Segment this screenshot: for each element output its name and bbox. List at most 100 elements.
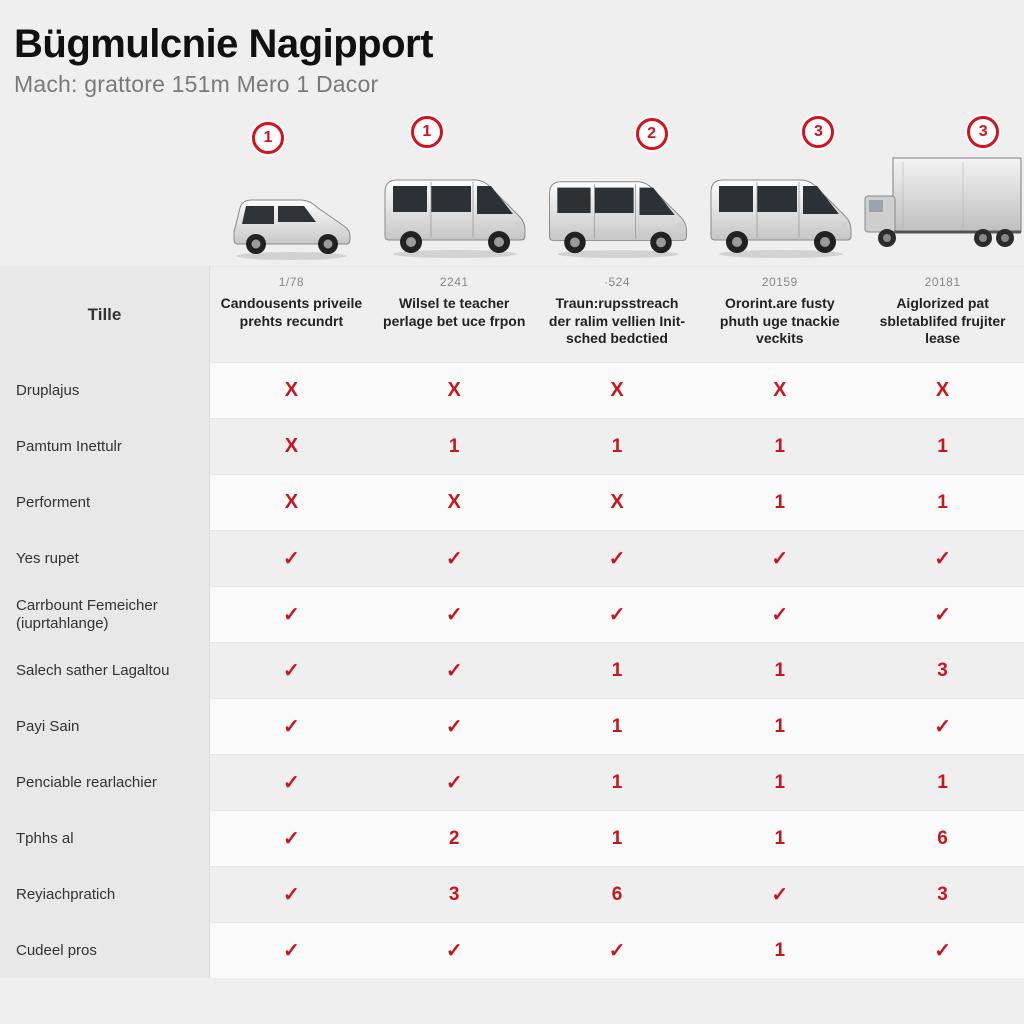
vehicle-year: 2241 xyxy=(440,275,469,289)
table-cell: ✓ xyxy=(861,587,1024,642)
row-label: Performent xyxy=(0,475,210,530)
table-row: Cudeel pros✓✓✓1✓ xyxy=(0,922,1024,978)
table-cell: 1 xyxy=(698,419,861,474)
table-cell: X xyxy=(373,363,536,418)
vehicle-badge: 2 xyxy=(636,118,668,150)
vehicle-desc: Traun:rupsstreach der ralim vellien Init… xyxy=(546,295,689,348)
vehicle-year: ·524 xyxy=(604,275,630,289)
vehicle-badge: 1 xyxy=(252,122,284,154)
table-cell: X xyxy=(861,363,1024,418)
table-cell: 1 xyxy=(698,811,861,866)
vehicle-badge: 1 xyxy=(411,116,443,148)
column-header: 2241 Wilsel te teacher perlage bet uce f… xyxy=(373,267,536,362)
x-icon: X xyxy=(448,491,461,514)
check-icon: ✓ xyxy=(771,882,788,907)
value: 1 xyxy=(449,436,460,458)
row-label: Salech sather Lagaltou xyxy=(0,643,210,698)
comparison-table: 1 1 2 xyxy=(0,116,1024,978)
value: 1 xyxy=(612,716,623,738)
check-icon: ✓ xyxy=(446,714,463,739)
value: 1 xyxy=(775,716,786,738)
page-subtitle: Mach: grattore 151m Mero 1 Dacor xyxy=(14,71,1024,98)
vehicle-header-row: 1 1 2 xyxy=(0,116,1024,266)
row-label: Reyiachpratich xyxy=(0,867,210,922)
table-cell: 1 xyxy=(861,419,1024,474)
vehicle-year: 20159 xyxy=(762,275,798,289)
value: 1 xyxy=(612,436,623,458)
x-icon: X xyxy=(285,435,298,458)
value: 6 xyxy=(937,828,948,850)
check-icon: ✓ xyxy=(609,602,626,627)
table-cell: ✓ xyxy=(210,699,373,754)
table-row: DruplajusXXXXX xyxy=(0,362,1024,418)
value: 6 xyxy=(612,884,623,906)
vehicle-desc: Wilsel te teacher perlage bet uce frpon xyxy=(383,295,526,330)
table-cell: ✓ xyxy=(210,755,373,810)
check-icon: ✓ xyxy=(283,658,300,683)
x-icon: X xyxy=(285,491,298,514)
table-cell: 1 xyxy=(698,643,861,698)
table-row: Salech sather Lagaltou✓✓113 xyxy=(0,642,1024,698)
table-cell: ✓ xyxy=(536,587,699,642)
check-icon: ✓ xyxy=(446,938,463,963)
table-cell: 1 xyxy=(536,419,699,474)
check-icon: ✓ xyxy=(446,658,463,683)
value: 1 xyxy=(775,492,786,514)
value: 1 xyxy=(612,828,623,850)
table-cell: ✓ xyxy=(698,531,861,586)
table-cell: X xyxy=(698,363,861,418)
table-cell: 1 xyxy=(861,475,1024,530)
check-icon: ✓ xyxy=(446,546,463,571)
check-icon: ✓ xyxy=(446,770,463,795)
check-icon: ✓ xyxy=(283,602,300,627)
table-cell: 1 xyxy=(536,755,699,810)
table-row: Carrbount Femeicher (iuprtahlange)✓✓✓✓✓ xyxy=(0,586,1024,642)
table-row: Pamtum InettulrX1111 xyxy=(0,418,1024,474)
table-cell: 1 xyxy=(536,811,699,866)
value: 1 xyxy=(775,828,786,850)
table-cell: X xyxy=(536,363,699,418)
table-cell: 1 xyxy=(698,923,861,978)
table-cell: ✓ xyxy=(210,867,373,922)
row-label: Penciable rearlachier xyxy=(0,755,210,810)
check-icon: ✓ xyxy=(934,546,951,571)
value: 3 xyxy=(937,660,948,682)
table-cell: ✓ xyxy=(861,531,1024,586)
x-icon: X xyxy=(448,379,461,402)
vehicle-badge: 3 xyxy=(802,116,834,148)
check-icon: ✓ xyxy=(446,602,463,627)
value: 1 xyxy=(775,772,786,794)
table-cell: X xyxy=(536,475,699,530)
table-cell: 6 xyxy=(536,867,699,922)
check-icon: ✓ xyxy=(934,714,951,739)
table-cell: X xyxy=(210,363,373,418)
vehicle-badge: 3 xyxy=(967,116,999,148)
column-header-row: Tille 1/78 Candousents priveile prehts r… xyxy=(0,266,1024,362)
check-icon: ✓ xyxy=(934,602,951,627)
table-cell: ✓ xyxy=(210,531,373,586)
vehicle-cell: 1 xyxy=(373,116,536,266)
value: 1 xyxy=(775,436,786,458)
table-cell: ✓ xyxy=(373,923,536,978)
vehicle-cell: 2 xyxy=(536,116,699,266)
column-header: ·524 Traun:rupsstreach der ralim vellien… xyxy=(536,267,699,362)
table-row: Performent X X X 1 1 xyxy=(0,474,1024,530)
table-cell: X xyxy=(210,475,373,530)
table-cell: 1 xyxy=(698,699,861,754)
vehicle-cell: 3 xyxy=(698,116,861,266)
table-cell: 1 xyxy=(698,755,861,810)
table-cell: ✓ xyxy=(210,587,373,642)
row-label: Cudeel pros xyxy=(0,923,210,978)
table-cell: 1 xyxy=(698,475,861,530)
column-header: 20159 Ororint.are fusty phuth uge tnacki… xyxy=(698,267,861,362)
value: 1 xyxy=(937,492,948,514)
vehicle-year: 20181 xyxy=(925,275,961,289)
value: 1 xyxy=(775,660,786,682)
x-icon: X xyxy=(610,491,623,514)
table-cell: ✓ xyxy=(536,923,699,978)
table-cell: 2 xyxy=(373,811,536,866)
page: Bügmulcnie Nagipport Mach: grattore 151m… xyxy=(0,0,1024,1024)
table-cell: 1 xyxy=(861,755,1024,810)
table-cell: 1 xyxy=(373,419,536,474)
page-title: Bügmulcnie Nagipport xyxy=(14,22,1024,67)
